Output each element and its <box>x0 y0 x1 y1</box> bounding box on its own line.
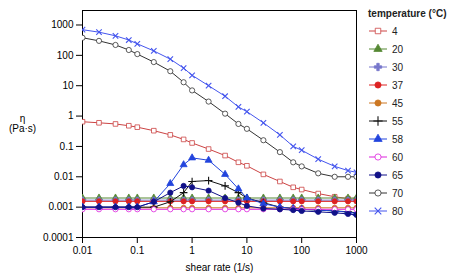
html-text:30: 30 <box>392 61 404 73</box>
html-text:37: 37 <box>392 79 404 91</box>
svg-text:0.1: 0.1 <box>60 141 74 152</box>
html-text:65: 65 <box>392 169 404 181</box>
svg-text:0.01: 0.01 <box>73 245 93 256</box>
html-text:58: 58 <box>392 133 404 145</box>
svg-text:0.001: 0.001 <box>48 201 73 212</box>
svg-text:η(Pa·s): η(Pa·s) <box>9 113 36 134</box>
svg-text:1: 1 <box>189 245 195 256</box>
svg-text:0.1: 0.1 <box>130 245 144 256</box>
svg-text:10: 10 <box>62 80 74 91</box>
svg-text:100: 100 <box>57 50 74 61</box>
html-text:4: 4 <box>392 25 398 37</box>
svg-text:1000: 1000 <box>51 19 74 30</box>
html-text:temperature (°C): temperature (°C) <box>368 8 447 19</box>
svg-text:1: 1 <box>68 110 74 121</box>
html-text:60: 60 <box>392 151 404 163</box>
html-text:55: 55 <box>392 115 404 127</box>
html-text:45: 45 <box>392 97 404 109</box>
svg-text:1000: 1000 <box>345 245 368 256</box>
svg-text:10: 10 <box>241 245 253 256</box>
svg-text:0.01: 0.01 <box>54 171 74 182</box>
html-text:80: 80 <box>392 205 404 217</box>
svg-text:0.0001: 0.0001 <box>43 232 74 243</box>
html-text:70: 70 <box>392 187 404 199</box>
html-text:20: 20 <box>392 43 404 55</box>
svg-text:100: 100 <box>293 245 310 256</box>
svg-text:shear rate (1/s): shear rate (1/s) <box>186 262 254 273</box>
